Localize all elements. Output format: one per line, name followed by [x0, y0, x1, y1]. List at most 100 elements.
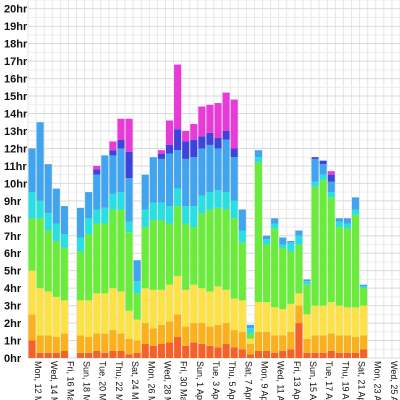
y-tick-label: 5hr [4, 266, 22, 278]
bar-segment [109, 155, 117, 194]
bar-segment [28, 314, 36, 341]
bar-segment [246, 338, 254, 345]
bar-segment [335, 227, 343, 306]
bar-segment [52, 296, 60, 338]
y-tick-label: 17hr [4, 56, 28, 68]
bar-segment [206, 345, 214, 358]
x-tick-label: Thu, 19 Apr [340, 361, 350, 400]
y-tick-label: 1hr [4, 336, 22, 348]
bar-segment [125, 354, 133, 358]
bar-segment [198, 344, 206, 358]
y-tick-label: 13hr [4, 126, 28, 138]
bar-segment [214, 137, 222, 149]
y-tick-label: 14hr [4, 109, 28, 121]
bar-segment [271, 218, 279, 224]
bar-segment [319, 335, 327, 353]
bars [28, 64, 368, 358]
bar-segment [327, 192, 335, 198]
bar-segment [303, 314, 311, 339]
bar-segment [141, 227, 149, 289]
bar-segment [182, 158, 190, 207]
bar-segment [327, 171, 335, 175]
bar-segment [182, 223, 190, 290]
bar-segment [351, 197, 360, 210]
bar-segment [360, 288, 368, 306]
bar-segment [206, 192, 214, 210]
bar-segment [36, 218, 44, 289]
bar-segment [93, 169, 101, 175]
bar-segment [85, 337, 93, 353]
bar-segment [190, 323, 198, 343]
bar-segment [182, 141, 190, 159]
bar-segment [335, 218, 343, 222]
bar-segment [133, 260, 141, 282]
bar-segment [295, 244, 303, 294]
bar-segment [206, 144, 214, 193]
bar-segment [335, 221, 343, 228]
bar-segment [351, 352, 360, 358]
bar-segment [93, 351, 101, 358]
bar-segment [52, 240, 60, 297]
bar-segment [303, 279, 311, 282]
bar-segment [271, 223, 279, 229]
x-tick-label: Tue, 3 Apr [211, 361, 221, 400]
bar-segment [28, 340, 36, 358]
bar-segment [327, 197, 335, 303]
bar-segment [36, 335, 44, 353]
bar-segment [319, 179, 327, 306]
bar-segment [327, 302, 335, 334]
bar-segment [149, 345, 157, 358]
bar-segment [319, 164, 327, 175]
bar-segment [222, 92, 230, 131]
x-tick-label: Sat, 21 Apr [357, 361, 367, 400]
bar-segment [60, 247, 68, 301]
bar-segment [319, 160, 327, 165]
bar-segment [343, 307, 351, 336]
bar-segment [117, 209, 125, 292]
x-tick-label: Mon, 23 Apr [373, 361, 383, 400]
bar-segment [93, 209, 101, 224]
bar-segment [319, 305, 327, 336]
bar-segment [133, 293, 141, 320]
x-tick-label: Sun, 1 Apr [195, 361, 205, 400]
bar-segment [133, 352, 141, 358]
bar-segment [149, 289, 157, 329]
bar-segment [246, 333, 254, 339]
y-tick-label: 9hr [4, 196, 22, 208]
bar-segment [141, 288, 149, 324]
bar-segment [206, 291, 214, 327]
bar-segment [271, 228, 279, 308]
bar-segment [77, 300, 85, 336]
x-tick-label: Sun, 15 Apr [308, 361, 318, 400]
bar-segment [174, 275, 182, 315]
bar-segment [109, 209, 117, 289]
bar-segment [335, 305, 343, 336]
bar-segment [222, 192, 230, 210]
x-tick-label: Sat, 7 Apr [243, 361, 253, 400]
x-tick-label: Wed, 14 Mar [49, 361, 59, 400]
bar-segment [222, 139, 230, 193]
bar-segment [117, 333, 125, 352]
bar-segment [77, 335, 85, 353]
bar-segment [117, 148, 125, 193]
bar-segment [230, 157, 238, 201]
bar-segment [351, 337, 360, 353]
bar-segment [125, 221, 133, 233]
bar-segment [190, 206, 198, 228]
bar-segment [174, 188, 182, 207]
bar-segment [149, 328, 157, 346]
bar-segment [117, 139, 125, 149]
y-tick-label: 12hr [4, 143, 28, 155]
bar-segment [271, 335, 279, 353]
bar-segment [214, 190, 222, 208]
bar-segment [44, 335, 52, 353]
bar-segment [125, 178, 133, 222]
bar-segment [109, 141, 117, 151]
bar-segment [319, 174, 327, 180]
bar-segment [230, 218, 238, 299]
bar-segment [85, 218, 93, 235]
bar-segment [157, 289, 165, 325]
bar-segment [222, 323, 230, 345]
bar-segment [174, 314, 182, 338]
